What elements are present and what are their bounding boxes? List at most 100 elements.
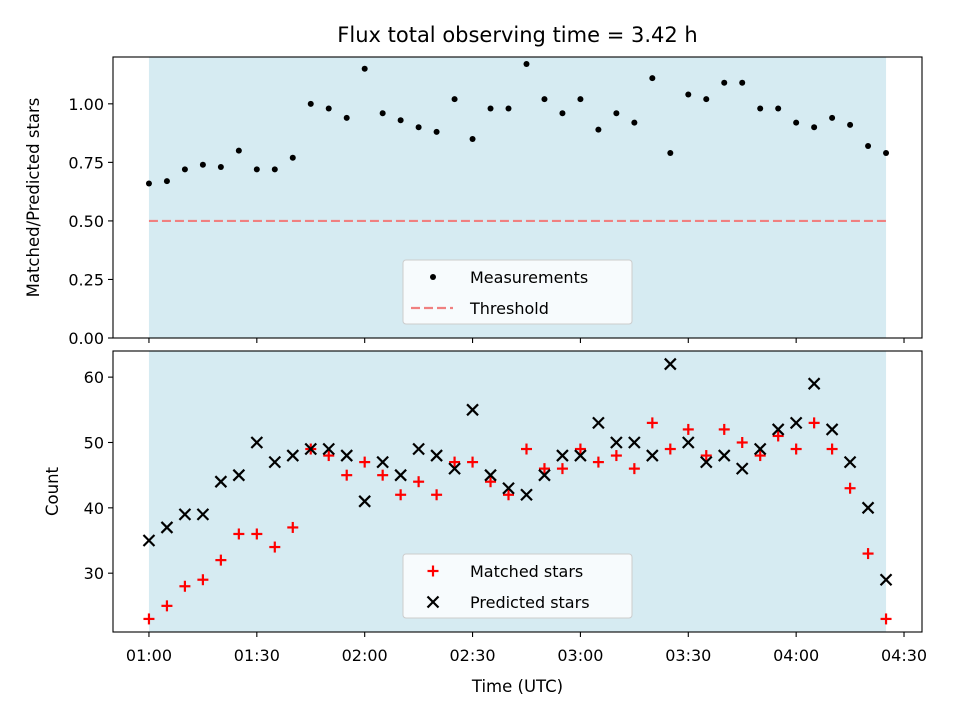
predicted-stars-point	[735, 462, 749, 475]
measurement-point	[811, 124, 818, 131]
predicted-stars-point	[879, 573, 893, 586]
predicted-stars-point	[843, 455, 857, 469]
measurement-point	[775, 105, 782, 112]
matched-stars-point	[233, 528, 245, 540]
measurement-point	[469, 135, 476, 142]
measurement-point	[433, 128, 440, 135]
matched-stars-point	[197, 574, 209, 586]
measurement-point	[415, 124, 422, 131]
x-axis-label: Time (UTC)	[471, 677, 563, 696]
matched-stars-point	[413, 476, 425, 488]
x-tick-label: 03:30	[665, 646, 711, 665]
measurement-point	[487, 105, 494, 112]
matched-stars-point	[574, 443, 586, 455]
x-tick-label: 03:00	[557, 646, 603, 665]
matched-stars-point	[377, 469, 389, 481]
predicted-stars-point	[699, 455, 713, 469]
matched-stars-point	[179, 580, 191, 592]
measurement-point	[559, 110, 566, 117]
predicted-stars-point	[825, 423, 839, 436]
matched-stars-point	[808, 417, 820, 429]
measurement-point	[865, 142, 872, 149]
measurement-point	[217, 164, 224, 171]
predicted-stars-point	[538, 468, 551, 482]
predicted-stars-point	[628, 436, 641, 449]
matched-stars-point	[862, 548, 874, 560]
measurement-point	[451, 96, 458, 103]
figure-title: Flux total observing time = 3.42 h	[337, 23, 697, 47]
measurement-point	[253, 166, 260, 173]
measurement-point	[199, 161, 206, 168]
measurement-point	[577, 96, 584, 103]
bottom-panel: 30 40 50 60 01:00 01:30 02:00 02:30 03:00 03:30 04…	[43, 350, 927, 665]
legend-label: Matched stars	[470, 562, 583, 581]
predicted-stars-point	[304, 442, 318, 456]
matched-stars-point	[754, 450, 766, 462]
legend-label: Measurements	[470, 268, 588, 287]
matched-stars-point	[431, 489, 443, 501]
matched-stars-point	[503, 489, 515, 501]
predicted-stars-point	[250, 436, 264, 449]
measurement-point	[793, 119, 800, 126]
predicted-stars-point	[340, 449, 353, 462]
predicted-stars-point	[682, 436, 695, 449]
predicted-stars-point	[376, 455, 389, 469]
predicted-stars-point	[484, 468, 497, 482]
measurement-point	[667, 150, 674, 157]
top-axes-frame	[112, 56, 923, 339]
measurement-point	[289, 154, 296, 161]
matched-stars-point	[556, 463, 568, 475]
matched-stars-point	[592, 456, 604, 468]
matched-stars-point	[161, 600, 173, 612]
matched-stars-point	[359, 456, 371, 468]
legend-label: Predicted stars	[470, 593, 590, 612]
legend-measurement-marker	[430, 274, 436, 280]
predicted-stars-point	[232, 468, 246, 482]
x-tick-label: 04:30	[881, 646, 927, 665]
top-y-tick-label: 0.00	[68, 329, 104, 348]
measurement-point	[523, 61, 530, 68]
measurement-point	[847, 121, 854, 128]
top-panel: 0.00 0.25 0.50 0.75 1.00 Matched/Predicted st…	[24, 56, 923, 348]
matched-stars-point	[251, 528, 263, 540]
matched-stars-point	[467, 456, 479, 468]
predicted-stars-point	[646, 449, 659, 462]
measurement-point	[505, 105, 512, 112]
predicted-stars-point	[448, 462, 461, 475]
predicted-stars-point	[502, 481, 515, 495]
top-legend: Measurements Threshold	[402, 259, 633, 325]
matched-stars-point	[143, 613, 155, 625]
predicted-stars-point	[789, 416, 803, 430]
measurement-point	[595, 126, 602, 133]
x-tick-label: 02:00	[342, 646, 388, 665]
predicted-stars-point	[358, 495, 371, 508]
predicted-stars-point	[196, 508, 210, 521]
predicted-stars-point	[466, 403, 479, 417]
predicted-stars-point	[394, 468, 407, 482]
predicted-stars-point	[610, 436, 623, 449]
top-y-tick-label: 0.25	[68, 270, 104, 289]
predicted-stars-point	[430, 449, 443, 462]
bottom-y-axis-label: Count	[43, 466, 62, 516]
x-tick-label: 02:30	[450, 646, 496, 665]
measurement-point	[325, 105, 332, 112]
predicted-stars-point	[717, 449, 731, 462]
x-tick-label: 01:30	[234, 646, 280, 665]
matched-stars-point	[718, 423, 730, 435]
matched-stars-point	[520, 443, 532, 455]
measurement-point	[739, 79, 746, 86]
matched-stars-point	[449, 456, 461, 468]
measurement-point	[721, 79, 728, 86]
matched-stars-point	[538, 463, 550, 475]
predicted-stars-point	[556, 449, 569, 462]
matched-stars-point	[628, 463, 640, 475]
predicted-stars-point	[178, 508, 192, 521]
predicted-stars-point	[286, 449, 300, 462]
measurement-point	[235, 147, 242, 154]
predicted-stars-point	[142, 534, 156, 547]
measurement-point	[631, 119, 638, 126]
matched-stars-point	[395, 489, 407, 501]
matched-stars-point	[664, 443, 676, 455]
predicted-stars-point	[520, 488, 533, 502]
